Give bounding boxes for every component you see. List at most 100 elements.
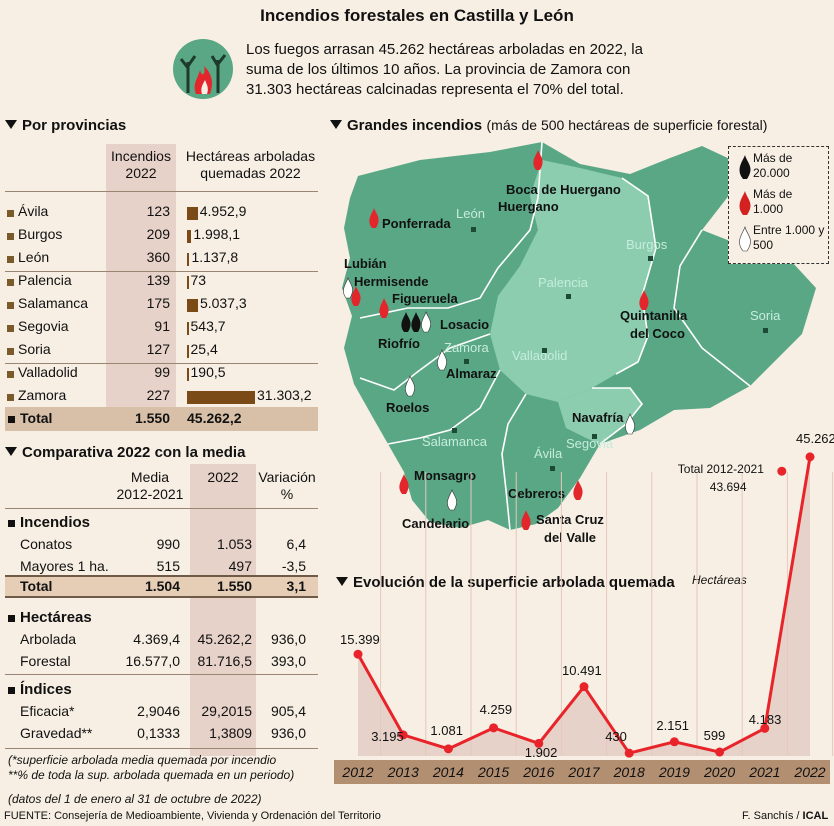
data-point <box>398 730 408 740</box>
province-ha: 31.303,2 <box>257 387 312 403</box>
comparativa-heading: Comparativa 2022 con la media <box>5 444 245 461</box>
comparativa-var: 936,0 <box>270 631 306 647</box>
svg-text:Segovia: Segovia <box>566 436 614 451</box>
fire-label: Boca de Huergano <box>506 182 621 197</box>
comparativa-row-label: Forestal <box>20 653 71 669</box>
chart-heading: Evolución de la superficie arbolada quem… <box>336 574 675 592</box>
province-name: Burgos <box>18 226 63 242</box>
map-legend: Más de 20.000 Más de 1.000 Entre 1.000 y… <box>728 146 829 264</box>
province-bullet <box>7 256 14 263</box>
data-point <box>805 452 815 462</box>
data-label: 2.151 <box>656 717 689 733</box>
province-fires: 227 <box>146 387 170 403</box>
data-point <box>353 649 363 659</box>
province-name: León <box>18 249 50 265</box>
svg-text:Santa Cruz: Santa Cruz <box>536 512 604 527</box>
x-tick-label: 2015 <box>478 764 510 780</box>
province-bar <box>187 253 190 266</box>
data-label: 45.262 <box>796 430 834 446</box>
highlight-col-2022 <box>190 464 256 756</box>
provincias-total-row <box>5 407 318 431</box>
data-label: 1.081 <box>430 722 463 738</box>
svg-text:Figueruela: Figueruela <box>392 291 459 306</box>
data-label: 3.195 <box>371 728 404 744</box>
svg-text:Roelos: Roelos <box>386 400 429 415</box>
footer-dates: (datos del 1 de enero al 31 de octubre d… <box>8 792 262 806</box>
x-tick-label: 2020 <box>704 764 736 780</box>
svg-text:Losacio: Losacio <box>440 317 489 332</box>
annotation-label: Total 2012-2021 <box>677 462 764 477</box>
province-ha: 190,5 <box>190 364 226 380</box>
province-ha: 25,4 <box>190 341 218 357</box>
province-bar <box>187 368 189 381</box>
data-point <box>489 723 499 733</box>
comparativa-row-label: Mayores 1 ha. <box>20 558 109 574</box>
comparativa-var: 393,0 <box>270 653 306 669</box>
group-hectareas: Hectáreas <box>20 609 92 626</box>
svg-text:Valladolid: Valladolid <box>512 348 567 363</box>
col-header-media: Media 2012-2021 <box>116 469 184 502</box>
x-tick-label: 2013 <box>387 764 419 780</box>
x-tick-label: 2017 <box>568 764 600 780</box>
data-label: 599 <box>703 728 726 744</box>
svg-text:León: León <box>456 206 485 221</box>
province-bar <box>187 322 189 335</box>
fire-forest-icon <box>173 39 233 99</box>
comparativa-2022: 497 <box>228 558 252 574</box>
data-point <box>534 738 544 748</box>
x-tick-label: 2016 <box>523 764 555 780</box>
comparativa-row-label: Eficacia* <box>20 703 75 719</box>
annotation-value: 43.694 <box>709 480 747 495</box>
comparativa-total-media: 1.504 <box>144 578 180 594</box>
comparativa-var: 6,4 <box>286 536 306 552</box>
province-fires: 175 <box>146 295 170 311</box>
svg-text:Ponferrada: Ponferrada <box>382 216 451 231</box>
data-point <box>579 682 589 692</box>
province-bullet <box>7 279 14 286</box>
data-label: 15.399 <box>340 632 380 648</box>
data-point <box>443 744 453 754</box>
footer-source: FUENTE: Consejería de Medioambiente, Viv… <box>4 810 381 822</box>
comparativa-total-var: 3,1 <box>286 578 306 594</box>
svg-text:Quintanilla: Quintanilla <box>620 308 688 323</box>
comparativa-2022: 1.053 <box>216 536 252 552</box>
comparativa-row-label: Gravedad** <box>20 725 93 741</box>
province-bar <box>187 207 198 220</box>
province-fires: 123 <box>146 203 170 219</box>
comparativa-2022: 45.262,2 <box>197 631 253 647</box>
province-bullet <box>7 302 14 309</box>
row-divider <box>5 271 318 272</box>
svg-text:Palencia: Palencia <box>538 275 589 290</box>
comparativa-2022: 29,2015 <box>201 703 252 719</box>
comparativa-total-label: Total <box>20 578 53 594</box>
province-fires: 91 <box>154 318 170 334</box>
annotation-point <box>777 466 787 476</box>
group-incendios: Incendios <box>20 514 91 531</box>
province-bullet <box>7 348 14 355</box>
province-ha: 543,7 <box>190 318 226 334</box>
province-name: Soria <box>18 341 51 357</box>
x-tick-label: 2019 <box>658 764 690 780</box>
svg-text:del Valle: del Valle <box>544 530 596 545</box>
province-bullet <box>7 210 14 217</box>
comparativa-total-row <box>5 575 318 597</box>
comparativa-var: 936,0 <box>270 725 306 741</box>
group-indices: Índices <box>20 681 72 698</box>
province-name: Ávila <box>18 203 49 219</box>
comparativa-media: 2,9046 <box>137 703 180 719</box>
comparativa-2022: 1,3809 <box>209 725 252 741</box>
svg-text:Riofrío: Riofrío <box>378 336 420 351</box>
year-axis-band <box>334 760 830 784</box>
comparativa-row-label: Conatos <box>20 536 73 552</box>
province-name: Zamora <box>18 387 67 403</box>
data-point <box>669 737 679 747</box>
col-header-variacion: Variación% <box>258 469 316 502</box>
province-ha: 5.037,3 <box>199 295 247 311</box>
province-fires: 99 <box>154 364 170 380</box>
row-divider <box>5 363 318 364</box>
intro-text: Los fuegos arrasan 45.262 hectáreas arbo… <box>246 41 643 98</box>
svg-text:Candelario: Candelario <box>402 516 469 531</box>
province-bar <box>187 391 255 404</box>
svg-text:del Coco: del Coco <box>630 326 685 341</box>
legend-large: Más de 20.000 <box>753 151 793 180</box>
